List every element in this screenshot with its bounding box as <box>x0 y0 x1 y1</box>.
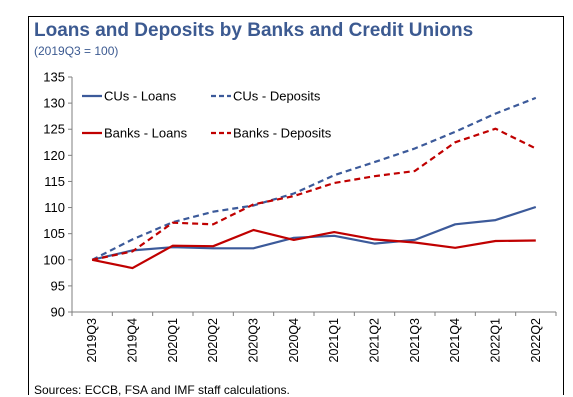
x-tick-label: 2020Q4 <box>287 318 301 363</box>
legend-label-0: CUs - Loans <box>104 89 177 104</box>
y-tick-label: 100 <box>43 252 65 267</box>
y-tick-label: 110 <box>44 200 65 215</box>
x-tick-label: 2021Q4 <box>448 318 462 363</box>
legend-label-2: Banks - Loans <box>104 126 188 141</box>
series-line-3 <box>91 127 537 261</box>
chart-title: Loans and Deposits by Banks and Credit U… <box>34 20 474 41</box>
x-tick-label: 2022Q1 <box>489 318 503 363</box>
y-tick-label: 125 <box>43 122 65 137</box>
series-line-2 <box>91 228 536 270</box>
legend-label-1: CUs - Deposits <box>233 89 321 104</box>
y-tick-label: 115 <box>44 174 65 189</box>
y-tick-label: 105 <box>43 226 65 241</box>
y-tick-label: 135 <box>43 70 65 85</box>
x-tick-label: 2019Q3 <box>85 318 99 363</box>
series-line-1 <box>91 96 537 261</box>
y-tick-label: 130 <box>43 96 65 111</box>
y-tick-label: 95 <box>51 278 65 293</box>
y-tick-label: 90 <box>51 305 65 320</box>
source-note: Sources: ECCB, FSA and IMF staff calcula… <box>34 383 290 397</box>
x-tick-label: 2021Q3 <box>408 318 422 363</box>
x-tick-label: 2021Q1 <box>327 318 341 363</box>
x-tick-label: 2020Q1 <box>166 318 180 363</box>
y-tick-label: 120 <box>43 148 65 163</box>
chart-frame <box>28 16 564 395</box>
x-tick-label: 2020Q2 <box>206 318 220 363</box>
chart-subtitle: (2019Q3 = 100) <box>34 44 119 58</box>
legend-label-3: Banks - Deposits <box>233 126 332 141</box>
x-tick-label: 2021Q2 <box>368 318 382 363</box>
x-tick-label: 2022Q2 <box>529 318 543 363</box>
x-tick-label: 2019Q4 <box>126 318 140 363</box>
x-tick-label: 2020Q3 <box>247 318 261 363</box>
